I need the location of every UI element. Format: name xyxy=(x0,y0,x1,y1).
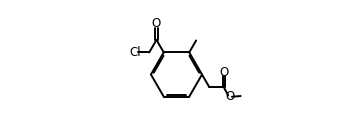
Text: Cl: Cl xyxy=(129,46,141,59)
Text: O: O xyxy=(152,18,161,30)
Text: O: O xyxy=(226,90,235,103)
Text: O: O xyxy=(219,66,228,79)
